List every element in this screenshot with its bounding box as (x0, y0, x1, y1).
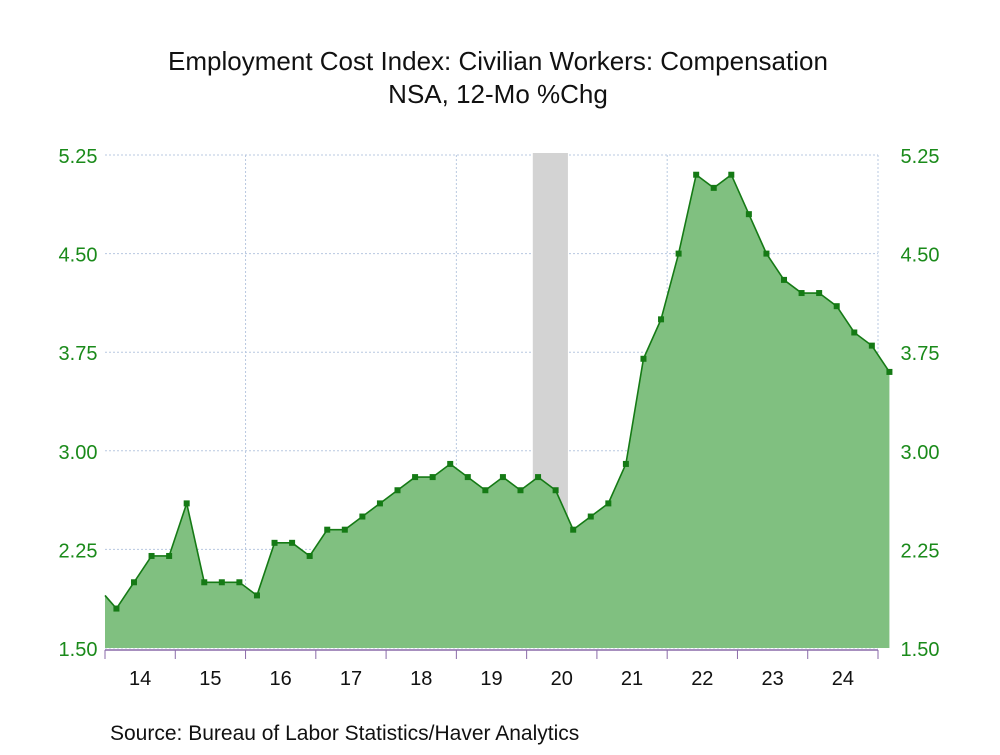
data-point (130, 579, 137, 586)
y-tick-label-right: 5.25 (901, 146, 940, 168)
data-point (218, 579, 225, 586)
data-point (341, 526, 348, 533)
x-tick-label: 14 (129, 668, 151, 690)
series-line (104, 173, 891, 610)
y-tick-label-left: 3.00 (59, 442, 98, 464)
series-area (105, 174, 890, 648)
x-tick-label: 19 (480, 668, 502, 690)
x-tick-label: 18 (410, 668, 432, 690)
data-point (236, 579, 243, 586)
data-point (675, 250, 682, 257)
y-tick-label-right: 3.75 (901, 343, 940, 365)
data-point (622, 460, 629, 467)
data-point (412, 474, 419, 481)
data-point (587, 513, 594, 520)
data-point (482, 487, 489, 494)
y-tick-label-left: 1.50 (59, 639, 98, 661)
data-point (552, 487, 559, 494)
data-point (499, 474, 506, 481)
data-point (640, 355, 647, 362)
x-tick-label: 22 (691, 668, 713, 690)
data-point (148, 552, 155, 559)
data-point (306, 552, 313, 559)
data-point (745, 211, 752, 218)
y-tick-label-left: 4.50 (59, 245, 98, 267)
y-tick-label-right: 4.50 (901, 245, 940, 267)
data-point (605, 500, 612, 507)
data-point (833, 303, 840, 310)
data-point (886, 368, 893, 375)
x-tick-label: 20 (551, 668, 573, 690)
data-point (798, 290, 805, 297)
axes: 1.50 1.50 2.25 2.25 3.00 3.00 3.75 3.75 4.50 4.50… (59, 146, 940, 690)
x-tick-label: 16 (270, 668, 292, 690)
data-point (570, 526, 577, 533)
data-point (201, 579, 208, 586)
data-point (868, 342, 875, 349)
data-point (728, 171, 735, 178)
data-point (816, 290, 823, 297)
y-tick-label-left: 5.25 (59, 146, 98, 168)
x-tick-label: 21 (621, 668, 643, 690)
data-point (710, 184, 717, 191)
x-tick-label: 23 (761, 668, 783, 690)
data-point (166, 552, 173, 559)
y-tick-label-right: 1.50 (901, 639, 940, 661)
data-point (113, 605, 120, 612)
data-point (394, 487, 401, 494)
chart-subtitle: NSA, 12-Mo %Chg (388, 79, 608, 109)
y-tick-label-right: 3.00 (901, 442, 940, 464)
data-point (447, 460, 454, 467)
x-tick-label: 17 (340, 668, 362, 690)
data-point (693, 171, 700, 178)
y-tick-label-left: 2.25 (59, 540, 98, 562)
data-point (464, 474, 471, 481)
chart-title: Employment Cost Index: Civilian Workers:… (168, 46, 828, 76)
x-tick-label: 15 (199, 668, 221, 690)
series-points (113, 171, 893, 612)
source-note: Source: Bureau of Labor Statistics/Haver… (110, 722, 579, 745)
x-tick-label: 24 (832, 668, 854, 690)
y-tick-label-right: 2.25 (901, 540, 940, 562)
data-point (535, 474, 542, 481)
data-point (429, 474, 436, 481)
data-point (359, 513, 366, 520)
data-point (851, 329, 858, 336)
data-point (763, 250, 770, 257)
data-point (289, 539, 296, 546)
y-tick-label-left: 3.75 (59, 343, 98, 365)
data-point (658, 316, 665, 323)
data-point (517, 487, 524, 494)
data-point (324, 526, 331, 533)
data-point (183, 500, 190, 507)
data-point (376, 500, 383, 507)
data-point (253, 592, 260, 599)
data-point (781, 276, 788, 283)
data-point (271, 539, 278, 546)
